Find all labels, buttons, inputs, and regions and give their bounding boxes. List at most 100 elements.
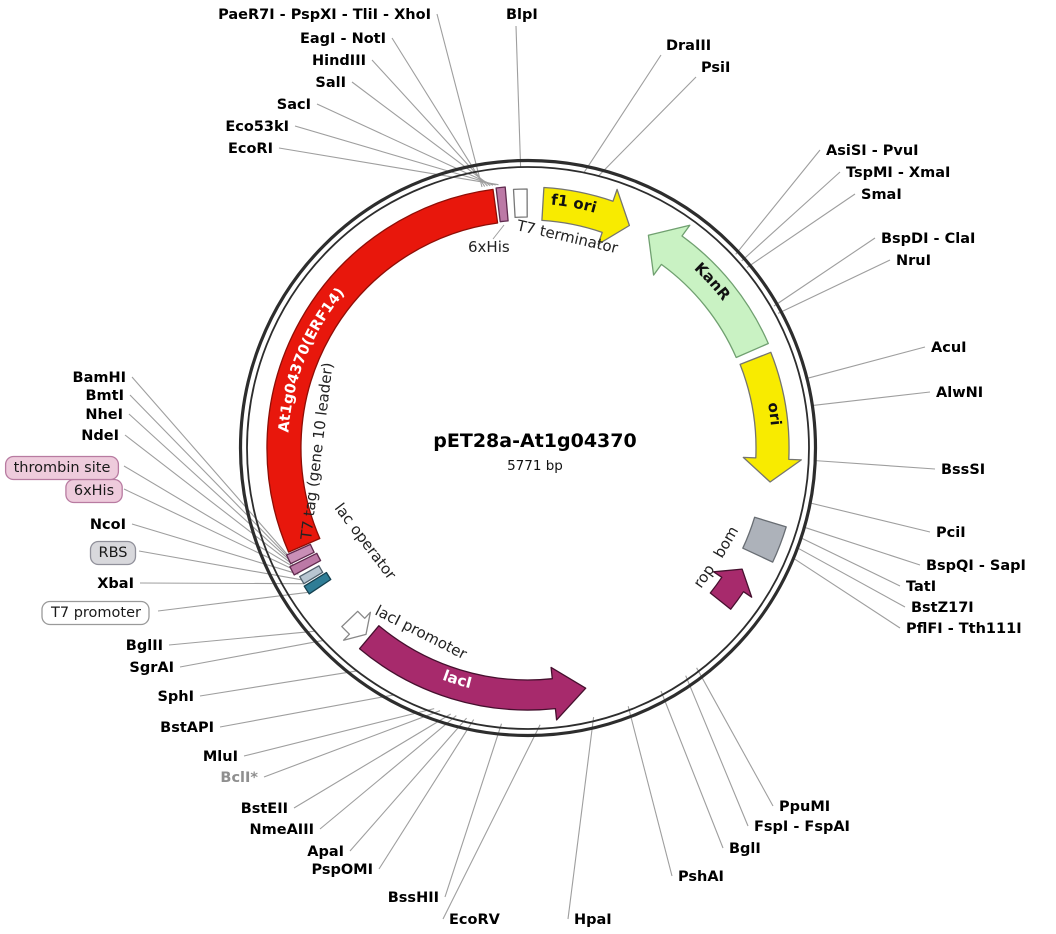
site-label-hpai: HpaI	[574, 912, 612, 928]
callout-xbai: XbaI	[97, 576, 134, 592]
leader-line-xbai	[139, 582, 304, 585]
callout-bgli: BglI	[729, 841, 761, 857]
callout-rbs: RBS	[89, 540, 137, 566]
leader-line-alwni	[810, 391, 931, 407]
site-label-ppumi: PpuMI	[779, 799, 830, 815]
callout-bspdi-clai: BspDI - ClaI	[881, 231, 975, 247]
callout-ecori: EcoRI	[228, 141, 273, 157]
callout-ppumi: PpuMI	[779, 799, 830, 815]
callout-ecorv: EcoRV	[449, 912, 501, 928]
leader-line-fspi-fspai	[685, 675, 749, 827]
leader-line-bspqi-sapi	[802, 526, 921, 566]
site-label-nrui: NruI	[896, 253, 931, 269]
leader-line-draiii	[583, 54, 662, 173]
callout-saci: SacI	[277, 97, 311, 113]
leader-line-pspomi	[378, 719, 475, 870]
leader-line-6xhis	[123, 488, 297, 572]
feature-tag-thrombin-site: thrombin site	[14, 460, 111, 476]
feature-bom-box	[742, 516, 787, 563]
site-label-sgrai: SgrAI	[129, 660, 174, 676]
callout-nmeaiii: NmeAIII	[250, 822, 315, 838]
leader-line-mlui	[243, 708, 435, 757]
callout-bstapi: BstAPI	[160, 720, 214, 736]
site-label-bamhi: BamHI	[73, 370, 126, 386]
backbone-inner-circle	[246, 166, 810, 730]
leader-line-ndei	[124, 434, 295, 566]
site-label-bstz17i: BstZ17I	[911, 600, 974, 616]
plasmid-size-label: 5771 bp	[507, 458, 563, 474]
callout-bglii: BglII	[126, 638, 163, 654]
leader-line-tati	[799, 536, 901, 587]
site-label-eco53ki: Eco53kI	[225, 119, 289, 135]
callout-bsssi: BssSI	[941, 462, 985, 478]
site-label-bsssi: BssSI	[941, 462, 985, 478]
callout-acui: AcuI	[931, 340, 967, 356]
callout-thrombin-site: thrombin site	[4, 455, 120, 481]
leader-line-bspdi-clai	[773, 237, 876, 307]
leader-line-ecori	[278, 147, 499, 186]
site-label-mlui: MluI	[203, 749, 238, 765]
callout-ncoi: NcoI	[90, 517, 126, 533]
feature-thrombin-box	[285, 543, 315, 565]
site-label-bstapi: BstAPI	[160, 720, 214, 736]
site-label-bsteii: BstEII	[241, 801, 288, 817]
leader-line-tspmi-xmai	[741, 171, 841, 262]
site-label-bgli: BglI	[729, 841, 761, 857]
site-label-hindiii: HindIII	[312, 53, 366, 69]
site-label-nhei: NheI	[85, 407, 123, 423]
bom-label: bom	[710, 523, 742, 561]
leader-line-bamhi	[131, 376, 291, 559]
callout-t7-promoter: T7 promoter	[41, 600, 150, 626]
leader-line-saci	[316, 103, 494, 186]
site-label-blpi: BlpI	[506, 7, 538, 23]
site-label-bspdi-clai: BspDI - ClaI	[881, 231, 975, 247]
callout-hindiii: HindIII	[312, 53, 366, 69]
plasmid-title: pET28a-At1g04370	[433, 430, 636, 452]
feature-tag-bg-rbs	[89, 540, 137, 566]
leader-line-pflfi-tth111i	[791, 556, 901, 629]
feature-tag-6xhis: 6xHis	[74, 483, 114, 499]
callout-psii: PsiI	[701, 60, 730, 76]
site-label-pspomi: PspOMI	[311, 862, 373, 878]
site-label-ecori: EcoRI	[228, 141, 273, 157]
callout-6xhis: 6xHis	[65, 478, 123, 504]
site-label-apai: ApaI	[307, 844, 344, 860]
leader-line-hindiii	[371, 59, 488, 187]
leader-line-smai	[746, 193, 856, 268]
site-label-bglii: BglII	[126, 638, 163, 654]
leader-line-ncoi	[131, 523, 299, 575]
site-label-ecorv: EcoRV	[449, 912, 501, 928]
feature-his6-box	[289, 552, 322, 576]
tick-0	[492, 224, 505, 240]
callout-draiii: DraIII	[666, 38, 711, 54]
site-label-bcli: BclI*	[220, 770, 258, 786]
callout-sali: SalI	[315, 75, 346, 91]
leader-line-bsshii	[444, 723, 503, 898]
feature-f1-ori-arrow	[541, 186, 631, 245]
leader-line-eagi-noti	[391, 37, 486, 187]
leader-line-hpai	[567, 717, 595, 920]
leader-line-ppumi	[696, 667, 774, 807]
callout-hpai: HpaI	[574, 912, 612, 928]
feature-tag-t7-promoter: T7 promoter	[50, 605, 141, 621]
callout-bspqi-sapi: BspQI - SapI	[926, 558, 1026, 574]
leader-line-psii	[598, 76, 697, 177]
callout-paer7i-pspxi-tlii-xhoi: PaeR7I - PspXI - TliI - XhoI	[218, 7, 431, 23]
leader-line-pcii	[808, 502, 931, 533]
feature-laci-arrow	[358, 625, 587, 721]
callout-alwni: AlwNI	[936, 385, 983, 401]
site-label-ndei: NdeI	[81, 428, 119, 444]
plasmid-backbone-ring	[238, 158, 818, 738]
site-label-nmeaiii: NmeAIII	[250, 822, 315, 838]
site-label-tati: TatI	[906, 579, 936, 595]
feature-his6-top-box	[495, 186, 509, 223]
callout-pshai: PshAI	[678, 869, 724, 885]
leader-line-blpi	[515, 25, 522, 168]
site-label-psii: PsiI	[701, 60, 730, 76]
leader-line-t7-promoter	[157, 591, 310, 612]
callout-bstz17i: BstZ17I	[911, 600, 974, 616]
callout-tspmi-xmai: TspMI - XmaI	[846, 165, 950, 181]
callout-bsteii: BstEII	[241, 801, 288, 817]
leader-line-sgrai	[179, 639, 324, 668]
